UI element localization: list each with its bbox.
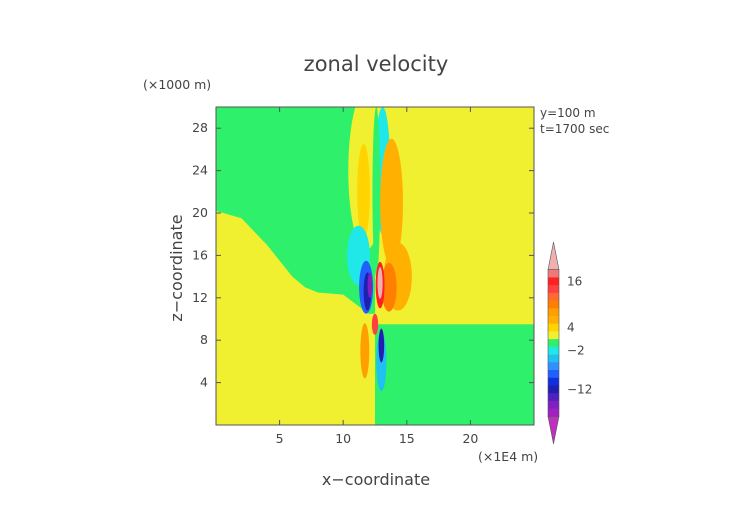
colorbar-swatch [548,269,559,278]
contour-lobe-7 [381,262,397,312]
colorbar-swatch [548,339,559,348]
y-tick-label: 24 [192,163,208,178]
colorbar-swatch [548,377,559,386]
colorbar-swatch [548,323,559,332]
colorbar-tick-label: −12 [567,382,592,396]
y-tick-label: 28 [192,120,208,135]
colorbar-swatch [548,308,559,317]
colorbar-swatch [548,362,559,371]
y-tick-label: 4 [200,375,208,390]
y-tick-label: 16 [192,247,208,262]
colorbar-swatch [548,300,559,309]
contour-lobe-10 [367,272,373,298]
colorbar-tick-label: −2 [567,344,585,358]
contour-lobe-13 [360,323,370,379]
x-tick-label: 15 [399,431,415,446]
colorbar: 16 4 −2 −12 [547,241,592,445]
colorbar-bottom-arrow [547,415,560,445]
x-axis: 5 10 15 20 [276,107,478,446]
y-tick-label: 12 [192,290,208,305]
region-upper-left [216,107,375,314]
annotation-time: t=1700 sec [540,122,609,136]
x-unit-label: (×1E4 m) [478,449,538,464]
colorbar-swatch [548,277,559,286]
y-axis: 4 8 12 16 20 24 28 [192,120,534,390]
region-lower-right [375,324,534,425]
y-unit-label: (×1000 m) [143,77,211,92]
y-axis-label: z−coordinate [167,214,186,321]
colorbar-swatch [548,354,559,363]
colorbar-swatch [548,408,559,417]
plot-frame [215,106,535,426]
colorbar-tick-label: 16 [567,274,582,288]
region-upper-right [375,107,534,330]
annotation-height: y=100 m [540,106,596,120]
colorbar-swatch [548,285,559,294]
contour-lobe-12 [377,267,383,299]
colorbar-swatch [548,292,559,301]
contour-lobe-4 [372,107,381,277]
y-tick-label: 20 [192,205,208,220]
x-tick-label: 10 [335,431,351,446]
x-tick-label: 20 [462,431,478,446]
y-tick-label: 8 [200,332,208,347]
colorbar-swatch [548,331,559,340]
contour-lobe-15 [378,328,385,363]
colorbar-top-arrow [547,241,560,271]
colorbar-swatch [548,400,559,409]
contour-lobe-3 [380,138,403,266]
contour-lobe-16 [371,313,379,335]
plot-area [216,107,534,425]
colorbar-frame [547,269,560,417]
colorbar-tick-label: 4 [567,321,575,335]
contour-lobe-1 [357,144,370,240]
x-tick-label: 5 [276,431,284,446]
colorbar-swatch [548,346,559,355]
colorbar-swatch [548,370,559,379]
colorbar-swatch [548,385,559,394]
x-axis-label: x−coordinate [322,470,430,489]
colorbar-swatch [548,316,559,325]
colorbar-swatch [548,393,559,402]
chart-title: zonal velocity [304,52,449,76]
